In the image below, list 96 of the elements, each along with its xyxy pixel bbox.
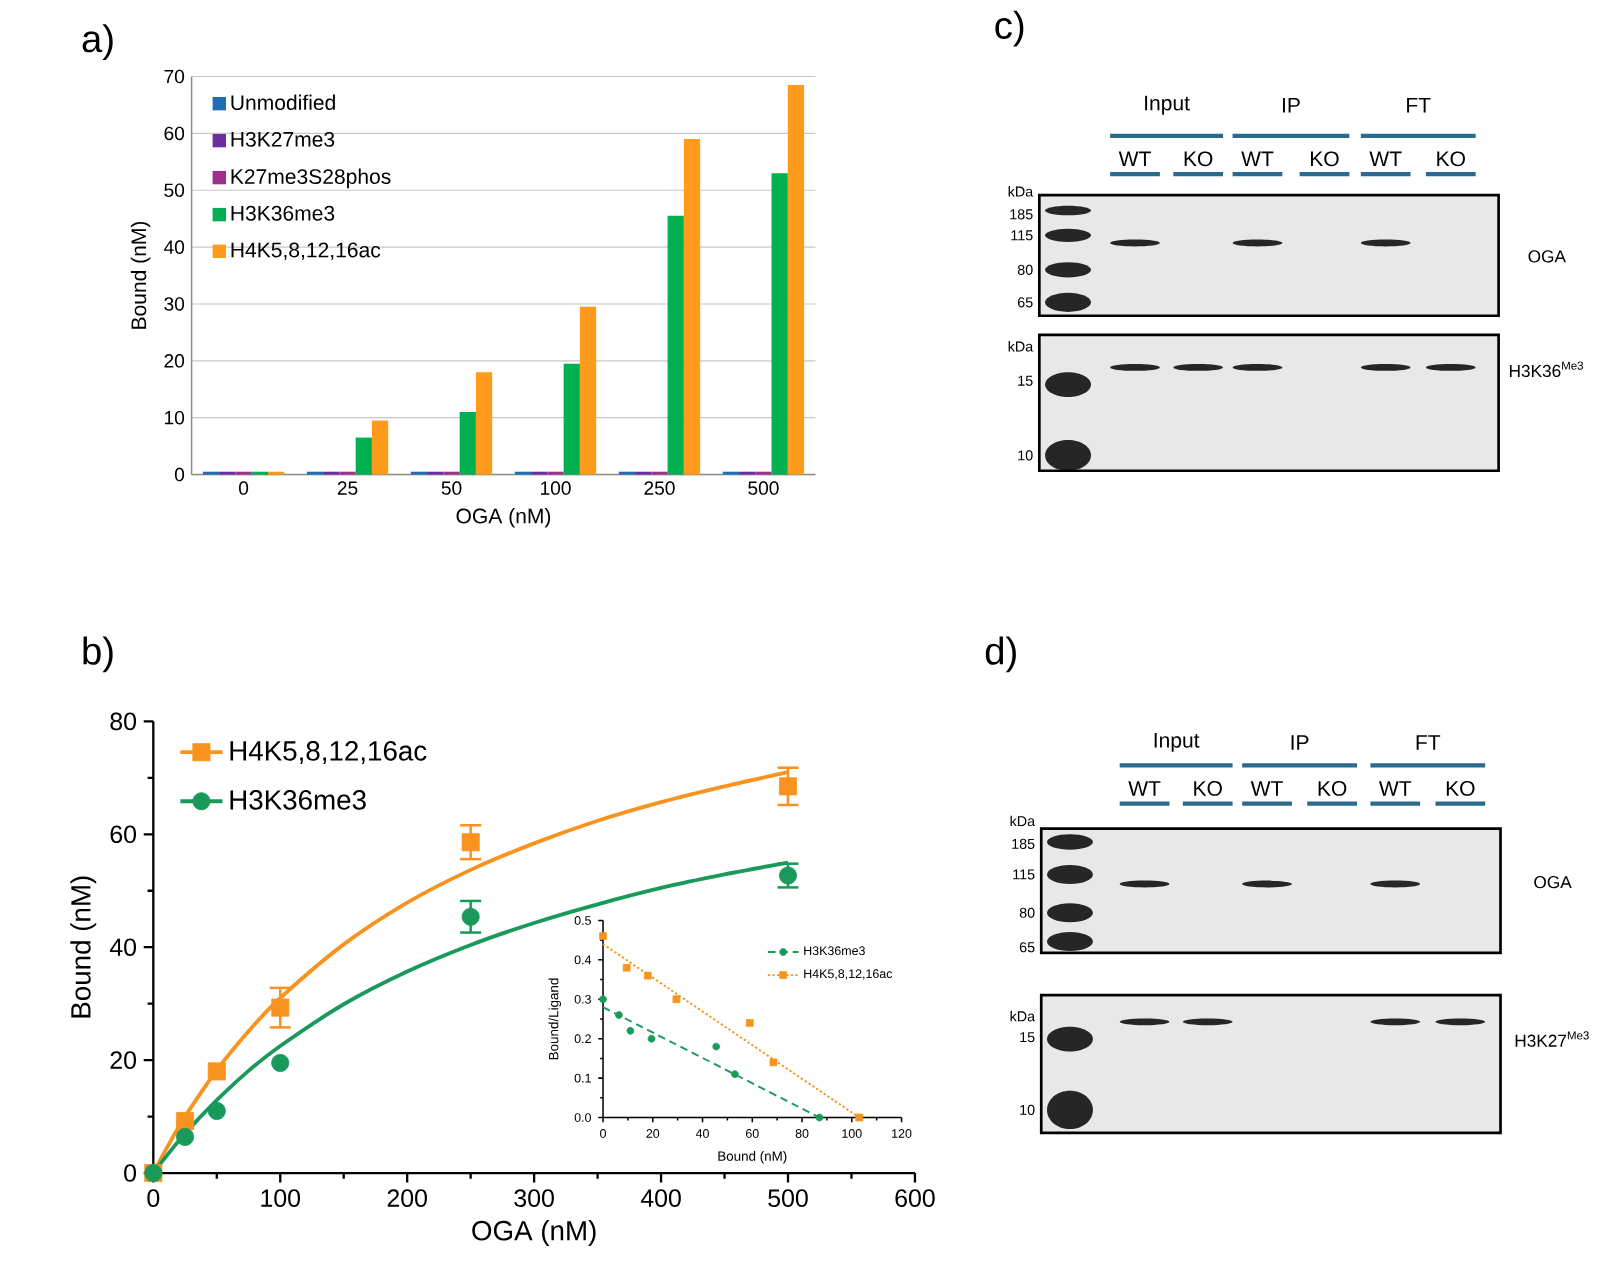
- text: WT: [1378, 780, 1412, 796]
- text: OGA: [1528, 249, 1566, 263]
- text: Input: [1154, 732, 1200, 752]
- y-tick-label: 30: [164, 296, 185, 311]
- bar: [787, 84, 805, 475]
- text: d): [985, 636, 1016, 672]
- y-tick-label: 40: [164, 239, 185, 254]
- x-tick-label: 250: [644, 480, 675, 495]
- y-tick-label: 60: [164, 126, 185, 140]
- text: WT: [1128, 780, 1161, 796]
- point: [745, 1018, 754, 1027]
- text: c): [995, 10, 1024, 47]
- legend-label: H4K5,8,12,16ac: [230, 740, 427, 764]
- point: [712, 1042, 721, 1050]
- y-axis-title: Bound (nM): [70, 876, 97, 1017]
- text: KO: [1446, 780, 1475, 796]
- y-tick-label: 20: [164, 353, 185, 368]
- y-axis-title: Bound (nM): [130, 221, 151, 329]
- y-tick-label: 10: [165, 410, 185, 424]
- point: [731, 1069, 739, 1078]
- text: H3K36$^{Me3}$: [1509, 361, 1584, 377]
- bar: [667, 215, 684, 475]
- x-tick-label: 100: [541, 480, 571, 495]
- text: WT: [1369, 151, 1402, 166]
- x-tick-label: 500: [748, 480, 779, 495]
- x-tick-label: 400: [640, 1188, 681, 1207]
- bar: [371, 420, 389, 475]
- text: WT: [1241, 151, 1274, 166]
- text: IP: [1282, 97, 1300, 112]
- text: FT: [1407, 97, 1431, 112]
- bar: [579, 306, 597, 475]
- text: WT: [1118, 151, 1151, 166]
- bar: [475, 371, 493, 475]
- text: WT: [1250, 780, 1283, 796]
- point: [647, 1034, 656, 1043]
- y-tick-label: 20: [110, 1050, 137, 1069]
- x-tick-label: 600: [895, 1188, 935, 1207]
- y-tick-label: 70: [164, 69, 185, 83]
- point: [599, 931, 607, 940]
- legend-label: H3K36me3: [230, 789, 366, 810]
- point: [461, 832, 480, 851]
- legend-label: H3K27me3: [231, 131, 335, 147]
- point: [815, 1113, 824, 1121]
- chart-title: a): [82, 23, 113, 60]
- x-tick-label: 25: [337, 480, 358, 495]
- text: H3K27$^{Me3}$: [1515, 1030, 1589, 1047]
- text: FT: [1416, 734, 1441, 750]
- legend-label: H3K36me3: [231, 205, 335, 221]
- x-tick-label: 200: [387, 1188, 427, 1207]
- text: KO: [1310, 150, 1339, 166]
- x-tick-label: 0: [239, 480, 249, 495]
- y-tick-label: 80: [110, 712, 137, 730]
- point: [207, 1101, 226, 1120]
- text: KO: [1194, 780, 1222, 796]
- point: [599, 994, 607, 1003]
- x-axis-title: OGA (nM): [472, 1219, 596, 1246]
- point: [779, 776, 797, 795]
- point: [207, 1061, 226, 1080]
- chart-title: b): [83, 636, 113, 672]
- point: [615, 1010, 623, 1019]
- text: IP: [1291, 734, 1309, 750]
- text: Input: [1145, 95, 1190, 115]
- bar: [771, 172, 788, 475]
- text: KO: [1184, 150, 1213, 166]
- bar: [355, 437, 372, 475]
- point: [461, 907, 480, 926]
- legend-label: K27me3S28phos: [231, 168, 391, 188]
- bar: [563, 363, 580, 475]
- y-tick-label: 40: [109, 937, 137, 956]
- text: KO: [1437, 150, 1465, 166]
- point: [622, 963, 631, 972]
- x-tick-label: 100: [261, 1188, 301, 1207]
- y-tick-label: 50: [164, 183, 185, 197]
- x-axis-title: OGA (nM): [456, 507, 551, 528]
- point: [672, 994, 681, 1003]
- point: [769, 1058, 778, 1066]
- x-tick-label: 50: [441, 480, 462, 495]
- x-tick-label: 0: [147, 1188, 160, 1207]
- point: [643, 971, 652, 979]
- text: OGA: [1534, 875, 1572, 888]
- point: [176, 1127, 195, 1146]
- y-tick-label: 60: [110, 825, 137, 843]
- legend-label: Unmodified: [231, 94, 335, 110]
- point: [176, 1111, 195, 1130]
- x-tick-label: 300: [514, 1188, 554, 1207]
- point: [271, 1053, 290, 1072]
- bar: [683, 138, 701, 475]
- y-tick-label: 0: [174, 467, 185, 481]
- bar: [459, 411, 476, 475]
- text: KO: [1318, 780, 1347, 796]
- y-tick-label: 0: [124, 1163, 137, 1182]
- legend-label: H4K5,8,12,16ac: [231, 242, 381, 260]
- point: [271, 998, 290, 1017]
- x-tick-label: 500: [768, 1188, 808, 1207]
- point: [855, 1113, 864, 1121]
- point: [626, 1026, 635, 1035]
